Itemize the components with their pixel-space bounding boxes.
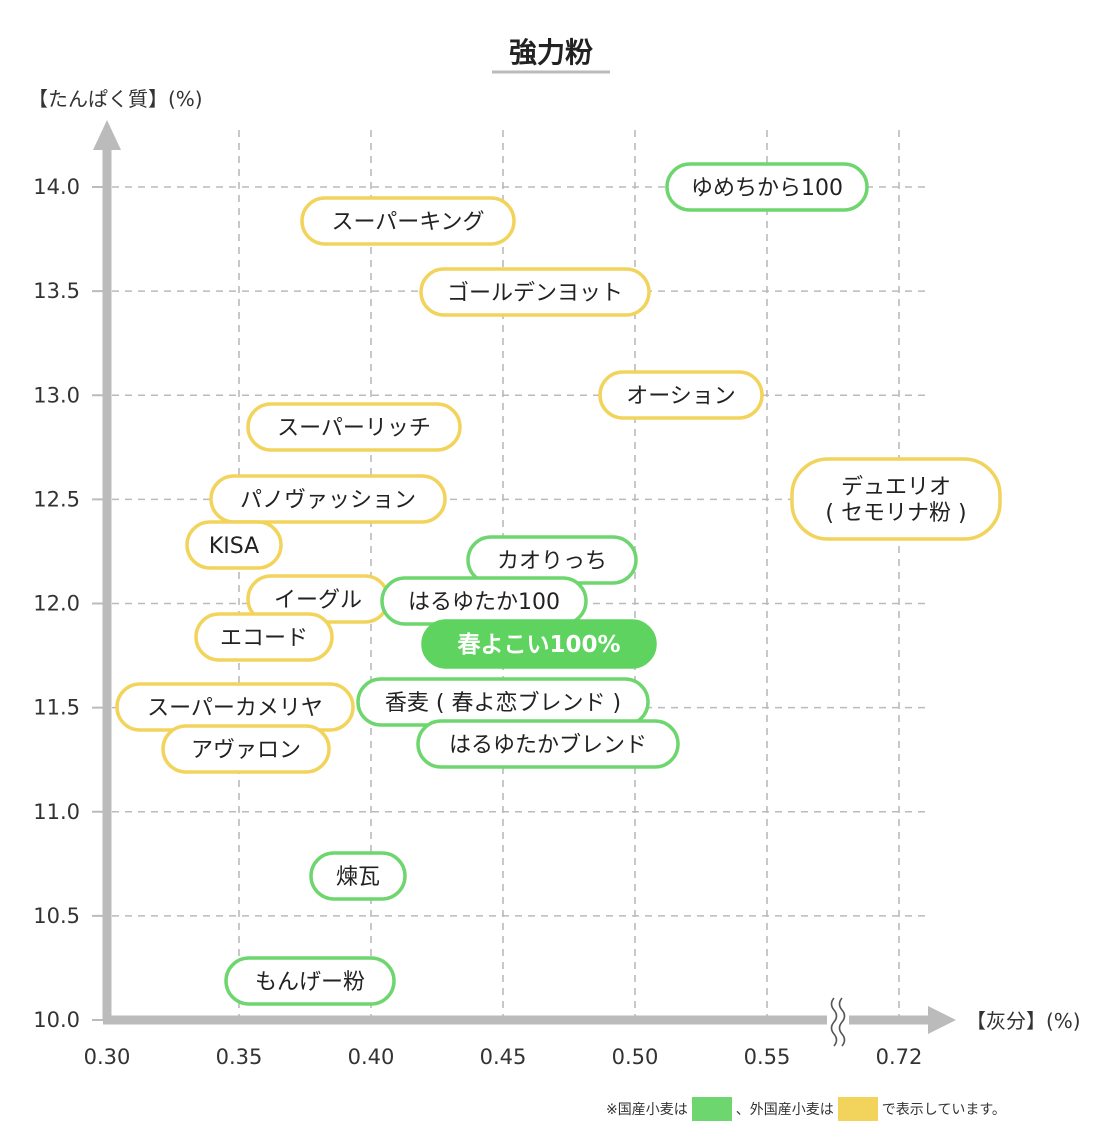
point-pill [161, 724, 331, 774]
point-label: パノヴァッション [240, 488, 416, 513]
point-label: エコード [220, 626, 308, 651]
point-pill [209, 474, 447, 524]
footnote-middle: 、外国産小麦は [735, 1102, 834, 1118]
x-axis-arrow [928, 1006, 956, 1034]
point-pill [246, 402, 462, 452]
axis-break-symbol [827, 997, 849, 1047]
y-tick-label: 12.0 [33, 592, 80, 616]
data-point: はるゆたかブレンド [416, 719, 680, 769]
point-pill [790, 457, 1002, 541]
data-point: スーパーリッチ [246, 402, 462, 452]
point-label: ゴールデンヨット [447, 281, 623, 306]
point-label: カオりっち [497, 549, 607, 574]
x-tick-label: 0.55 [744, 1045, 791, 1069]
y-axis-arrow [93, 120, 121, 150]
y-tick-label: 13.0 [33, 383, 80, 407]
data-point: カオりっち [466, 535, 638, 585]
y-tick-label: 13.5 [33, 279, 80, 303]
y-tick-label: 10.5 [33, 904, 80, 928]
data-point: 香麦 ( 春よ恋ブレンド ) [356, 677, 650, 727]
footnote-suffix: で表示しています。 [881, 1102, 1006, 1118]
point-label: デュエリオ( セモリナ粉 ) [825, 475, 966, 526]
point-label: イーグル [274, 588, 362, 613]
x-tick-label: 0.40 [348, 1045, 395, 1069]
point-label: アヴァロン [191, 738, 301, 763]
data-points: ゆめちから100 スーパーキングゴールデンヨットオーションスーパーリッチデュエリオ… [115, 162, 1002, 1006]
point-label: オーション [626, 384, 736, 409]
imported-swatch [837, 1097, 878, 1121]
y-tick-label: 11.0 [33, 800, 80, 824]
point-pill [421, 619, 657, 669]
point-pill [300, 196, 516, 246]
point-pill [665, 162, 869, 212]
data-point: アヴァロン [161, 724, 331, 774]
data-point: もんげー粉 [224, 956, 396, 1006]
point-label: もんげー粉 [255, 970, 365, 995]
point-pill [309, 851, 407, 901]
y-tick-label: 10.0 [33, 1008, 80, 1032]
chart-title: 強力粉 [509, 36, 593, 69]
point-label: スーパーリッチ [277, 416, 431, 441]
data-point: イーグル [246, 574, 390, 624]
point-label: KISA [209, 534, 259, 559]
y-tick-label: 11.5 [33, 696, 80, 720]
point-label: 煉瓦 [336, 865, 380, 890]
point-label: はるゆたか100 [408, 590, 560, 615]
y-tick-label: 14.0 [33, 175, 80, 199]
point-pill [419, 267, 651, 317]
point-label: はるゆたかブレンド [449, 733, 647, 758]
x-tick-label: 0.45 [480, 1045, 527, 1069]
x-tick-label: 0.50 [612, 1045, 659, 1069]
data-point: 煉瓦 [309, 851, 407, 901]
data-point: ゴールデンヨット [419, 267, 651, 317]
point-label: スーパーキング [331, 210, 484, 235]
data-point: エコード [194, 612, 334, 662]
data-point: KISA [185, 520, 283, 570]
data-point: スーパーカメリヤ [115, 682, 355, 732]
point-pill [185, 520, 283, 570]
point-pill [598, 370, 764, 420]
data-point: オーション [598, 370, 764, 420]
data-point: はるゆたか100 [380, 576, 588, 626]
x-tick-label: 0.72 [876, 1045, 923, 1069]
footnote: ※国産小麦は 、外国産小麦は で表示しています。 [606, 1096, 1006, 1122]
point-label: 香麦 ( 春よ恋ブレンド ) [385, 691, 621, 716]
data-point: パノヴァッション [209, 474, 447, 524]
point-pill [224, 956, 396, 1006]
point-label: ゆめちから100 [691, 176, 843, 201]
footnote-prefix: ※国産小麦は [606, 1102, 688, 1118]
point-label: スーパーカメリヤ [147, 696, 323, 721]
x-axis-label: 【灰分】(%) [966, 1009, 1081, 1033]
point-label: 春よこい100% [456, 632, 620, 658]
y-tick-label: 12.5 [33, 487, 80, 511]
x-tick-label: 0.35 [216, 1045, 263, 1069]
data-point: デュエリオ( セモリナ粉 ) [790, 457, 1002, 541]
y-tick-labels: 10.0 10.5 11.0 11.5 12.0 12.5 13.0 13.5 14.0 [33, 175, 80, 1032]
x-tick-label: 0.30 [84, 1045, 131, 1069]
domestic-swatch [691, 1097, 732, 1121]
y-axis-label: 【たんぱく質】(%) [28, 87, 203, 111]
point-pill [194, 612, 334, 662]
data-point: 春よこい100% [421, 619, 657, 669]
point-pill [416, 719, 680, 769]
data-point: ゆめちから100 [665, 162, 869, 212]
x-tick-labels: 0.30 0.35 0.40 0.45 0.50 0.55 0.72 [84, 1045, 923, 1069]
data-point: スーパーキング [300, 196, 516, 246]
